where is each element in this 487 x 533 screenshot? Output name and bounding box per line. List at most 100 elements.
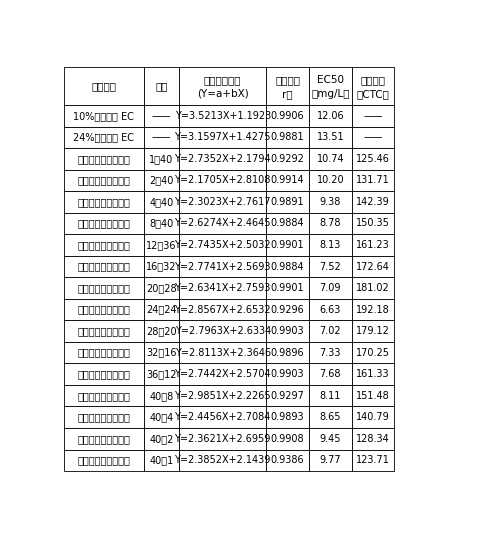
Bar [352,299,394,320]
Text: Y=3.5213X+1.1923: Y=3.5213X+1.1923 [174,111,271,121]
Bar [179,126,266,148]
Bar [144,428,179,449]
Bar [266,385,309,407]
Text: 1：40: 1：40 [149,154,173,164]
Bar [179,364,266,385]
Bar [352,385,394,407]
Bar [352,234,394,256]
Text: 哒虫丙醚：螺虫乙酯: 哒虫丙醚：螺虫乙酯 [77,262,130,271]
Bar [352,342,394,364]
Text: 0.9901: 0.9901 [271,240,304,250]
Bar [64,342,144,364]
Text: 40：4: 40：4 [149,412,173,422]
Bar [144,277,179,299]
Bar [64,364,144,385]
Bar [309,234,352,256]
Text: 哒虫丙醚：螺虫乙酯: 哒虫丙醚：螺虫乙酯 [77,240,130,250]
Text: 7.68: 7.68 [319,369,341,379]
Text: 0.9296: 0.9296 [271,304,304,314]
Text: 处理名称: 处理名称 [92,81,116,91]
Text: 13.51: 13.51 [317,132,344,142]
Bar [266,191,309,213]
Text: 0.9881: 0.9881 [271,132,304,142]
Bar [309,342,352,364]
Text: 10.20: 10.20 [317,175,344,185]
Text: Y=2.4456X+2.7084: Y=2.4456X+2.7084 [174,412,271,422]
Bar [64,407,144,428]
Bar [352,428,394,449]
Bar [309,191,352,213]
Bar [266,67,309,105]
Text: 170.25: 170.25 [356,348,390,358]
Text: 7.33: 7.33 [319,348,341,358]
Bar [352,191,394,213]
Text: 2：40: 2：40 [149,175,173,185]
Bar [266,428,309,449]
Bar [179,256,266,277]
Text: 24：24: 24：24 [146,304,177,314]
Text: 哒虫丙醚：螺虫乙酯: 哒虫丙醚：螺虫乙酯 [77,348,130,358]
Bar [179,449,266,471]
Bar [64,234,144,256]
Text: 8.11: 8.11 [319,391,341,401]
Bar [266,169,309,191]
Text: 0.9903: 0.9903 [271,369,304,379]
Text: 36：12: 36：12 [146,369,177,379]
Text: 哒虫丙醚：螺虫乙酯: 哒虫丙醚：螺虫乙酯 [77,283,130,293]
Bar [64,105,144,126]
Bar [309,213,352,234]
Bar [144,169,179,191]
Text: 24%螺虫乙酯 EC: 24%螺虫乙酯 EC [74,132,134,142]
Text: ——: —— [363,111,383,121]
Text: 161.23: 161.23 [356,240,390,250]
Text: Y=2.3023X+2.7617: Y=2.3023X+2.7617 [174,197,271,207]
Bar [352,105,394,126]
Bar [266,320,309,342]
Bar [144,407,179,428]
Bar [266,364,309,385]
Text: 哒虫丙醚：螺虫乙酯: 哒虫丙醚：螺虫乙酯 [77,304,130,314]
Bar [144,256,179,277]
Text: 28：20: 28：20 [146,326,177,336]
Text: 0.9914: 0.9914 [271,175,304,185]
Bar [64,213,144,234]
Bar [352,407,394,428]
Text: 4：40: 4：40 [149,197,173,207]
Text: 0.9906: 0.9906 [271,111,304,121]
Bar [179,105,266,126]
Bar [179,234,266,256]
Bar [144,342,179,364]
Text: Y=2.8113X+2.3646: Y=2.8113X+2.3646 [175,348,271,358]
Text: Y=2.9851X+2.2265: Y=2.9851X+2.2265 [174,391,271,401]
Bar [144,299,179,320]
Text: 32：16: 32：16 [146,348,177,358]
Text: Y=2.7963X+2.6334: Y=2.7963X+2.6334 [174,326,271,336]
Text: 8.78: 8.78 [319,219,341,229]
Text: 哒虫丙醚：螺虫乙酯: 哒虫丙醚：螺虫乙酯 [77,455,130,465]
Text: Y=2.6274X+2.4645: Y=2.6274X+2.4645 [174,219,271,229]
Bar [266,299,309,320]
Text: 0.9903: 0.9903 [271,326,304,336]
Bar [266,342,309,364]
Text: 0.9891: 0.9891 [271,197,304,207]
Text: 150.35: 150.35 [356,219,390,229]
Bar [309,256,352,277]
Text: 12.06: 12.06 [317,111,344,121]
Bar [64,191,144,213]
Text: 128.34: 128.34 [356,434,390,444]
Text: 7.52: 7.52 [319,262,341,271]
Text: Y=2.3852X+2.1439: Y=2.3852X+2.1439 [174,455,271,465]
Bar [309,385,352,407]
Bar [309,277,352,299]
Text: 12：36: 12：36 [146,240,177,250]
Text: （mg/L）: （mg/L） [311,88,350,99]
Text: 8：40: 8：40 [149,219,173,229]
Text: 9.77: 9.77 [319,455,341,465]
Bar [64,67,144,105]
Text: 哒虫丙醚：螺虫乙酯: 哒虫丙醚：螺虫乙酯 [77,219,130,229]
Bar [144,67,179,105]
Text: 20：28: 20：28 [146,283,177,293]
Text: ——: —— [363,132,383,142]
Text: 40：8: 40：8 [149,391,173,401]
Bar [309,407,352,428]
